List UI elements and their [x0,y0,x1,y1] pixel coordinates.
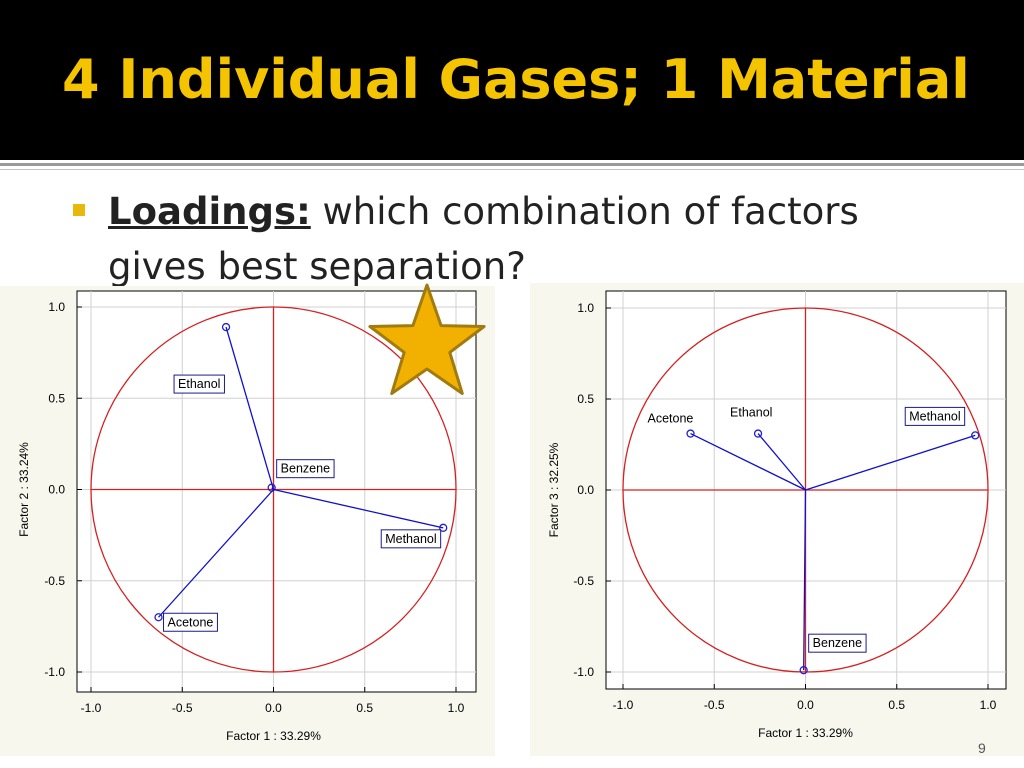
point-label-box [163,612,218,632]
x-tick-label: 0.5 [888,698,905,712]
x-tick-label: -1.0 [81,701,102,715]
point-label: Methanol [380,529,442,549]
loading-point [753,429,763,438]
point-label: Benzene [276,459,335,479]
page-number: 9 [978,740,986,756]
bullet-text: Loadings: which combination of factors g… [108,184,908,294]
point-label: Ethanol [730,406,772,420]
loading-vector [271,487,274,490]
point-label-text: Benzene [281,462,330,476]
loading-vector [803,489,807,671]
bullet-marker [73,204,85,216]
y-tick-label: -1.0 [573,665,594,679]
loading-point [971,431,980,440]
y-axis-title: Factor 3 : 32.25% [547,442,561,537]
loadings-plot-factor1-factor2: -1.0 -0.5 0.0 0.5 1.0 1.0 0.5 0.0 -0.5 -1.0 Factor… [0,286,495,756]
point-label-text: Acetone [648,412,694,426]
point-label-box [904,406,966,426]
y-tick-label: -1.0 [44,665,65,679]
point-label-text: Ethanol [178,377,220,391]
loading-vector [158,489,274,618]
divider-line [0,163,1024,166]
x-tick-label: -1.0 [613,698,634,712]
title-bar: 4 Individual Gases; 1 Material [0,0,1024,160]
x-tick-label: -0.5 [172,701,193,715]
loadings-plot-factor1-factor3: -1.0 -0.5 0.0 0.5 1.0 1.0 0.5 0.0 -0.5 -1.0 Factor… [530,283,1024,756]
x-tick-label: 1.0 [448,701,465,715]
loading-vector [805,434,976,491]
point-label: Acetone [163,612,218,632]
y-tick-label: 1.0 [48,300,65,314]
point-label: Benzene [808,633,867,653]
x-tick-label: 0.0 [265,701,282,715]
y-axis-title: Factor 2 : 33.24% [17,442,31,537]
y-tick-label: -0.5 [573,574,594,588]
point-label-text: Benzene [813,636,862,650]
x-tick-label: 0.0 [797,698,814,712]
point-label: Acetone [648,412,694,426]
point-label-text: Ethanol [730,406,772,420]
y-tick-label: 0.0 [577,483,594,497]
point-label: Ethanol [173,374,225,394]
chart-svg: -1.0 -0.5 0.0 0.5 1.0 1.0 0.5 0.0 -0.5 -1.0 Factor… [547,290,1007,740]
y-tick-label: 0.5 [577,392,594,406]
point-label-text: Acetone [168,615,214,629]
loading-point [439,523,448,532]
x-tick-label: 1.0 [980,698,997,712]
loading-point [686,429,695,438]
x-axis-title: Factor 1 : 33.29% [226,729,321,743]
point-label: Methanol [904,406,966,426]
divider-line-thin [0,169,1024,170]
loading-vector [757,433,806,491]
loading-point [221,322,231,332]
x-tick-label: 0.5 [356,701,373,715]
y-tick-label: 1.0 [577,301,594,315]
chart-svg: -1.0 -0.5 0.0 0.5 1.0 1.0 0.5 0.0 -0.5 -1.0 Factor… [17,290,477,743]
y-tick-label: 0.0 [48,483,65,497]
slide-title: 4 Individual Gases; 1 Material [62,48,970,111]
loading-vector [690,432,806,491]
x-axis-title: Factor 1 : 33.29% [758,726,853,740]
point-label-box [173,374,225,394]
loading-point [799,666,808,675]
loading-vector [273,488,444,529]
star-shape [368,283,486,395]
point-label-text: Methanol [909,409,960,423]
bullet-keyword: Loadings: [108,190,311,233]
point-label-box [808,633,867,653]
bullet-body: which combination of factors gives best … [108,190,859,288]
loading-vector [225,326,275,490]
y-tick-label: 0.5 [48,391,65,405]
point-label-box [380,529,442,549]
y-tick-label: -0.5 [44,574,65,588]
loading-point [154,613,163,622]
point-label-box [276,459,335,479]
x-tick-label: -0.5 [704,698,725,712]
point-label-text: Methanol [385,532,436,546]
